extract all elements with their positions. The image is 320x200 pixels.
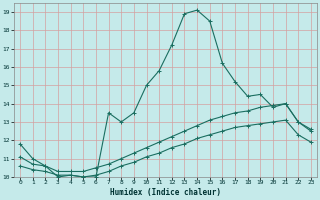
X-axis label: Humidex (Indice chaleur): Humidex (Indice chaleur) (110, 188, 221, 197)
